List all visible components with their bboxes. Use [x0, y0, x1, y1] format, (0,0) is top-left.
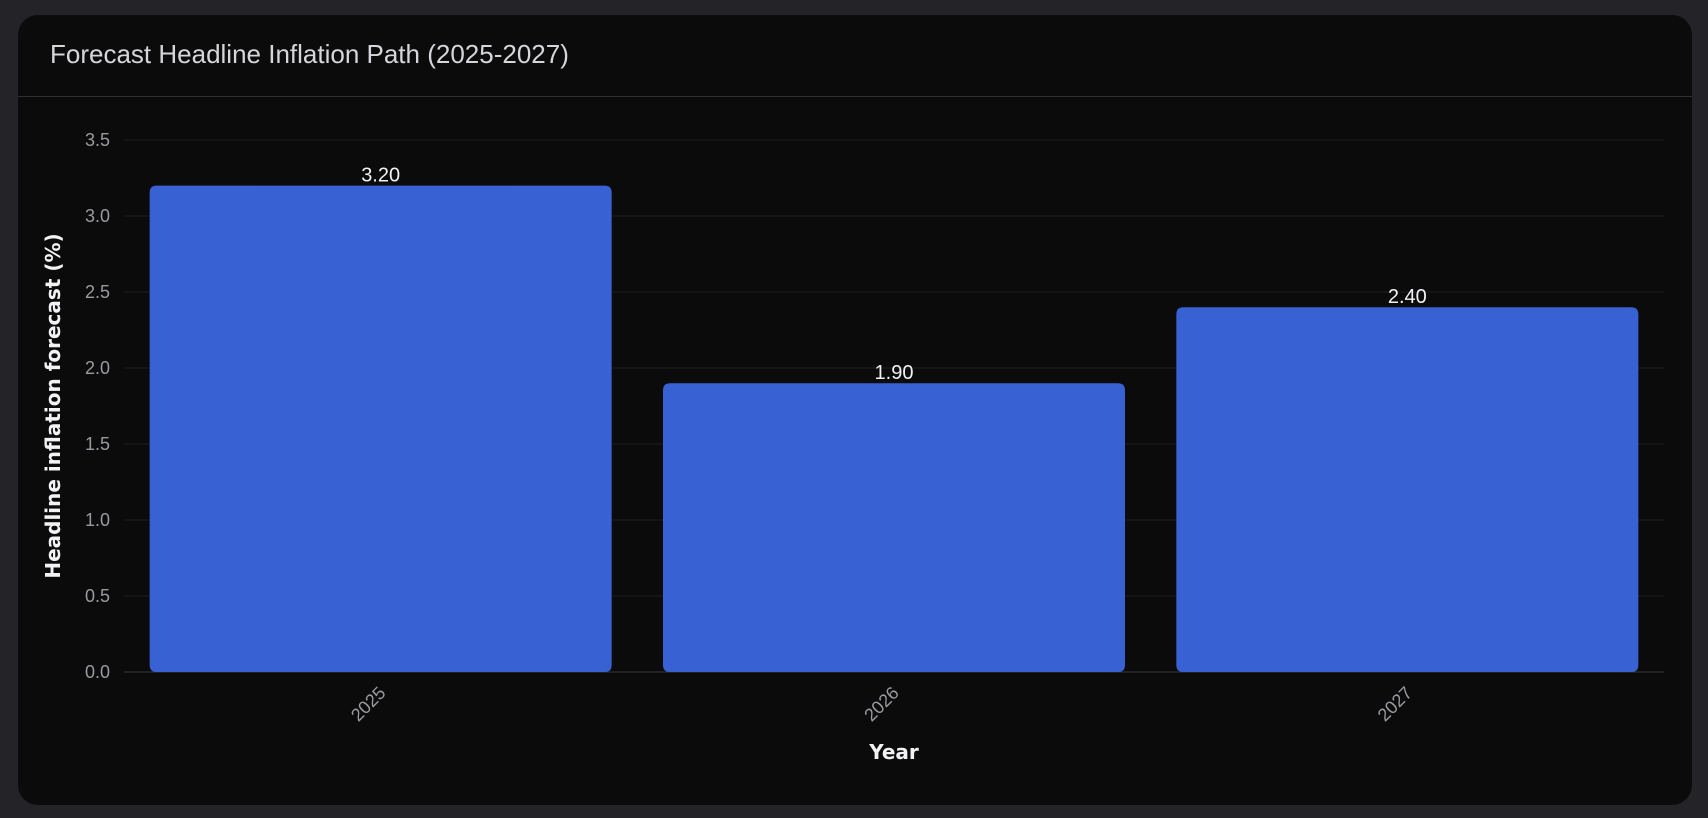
bar-2026[interactable]	[663, 383, 1125, 672]
x-tick-label-2026: 2026	[860, 683, 902, 725]
y-tick-label: 3.5	[85, 130, 110, 150]
bar-chart: 0.0 0.5 1.0 1.5 2.0 2.5 3.0 3.5 3.20 1.90 2.40 20…	[41, 130, 1664, 764]
y-tick-label: 2.5	[85, 282, 110, 302]
y-axis-ticks: 0.0 0.5 1.0 1.5 2.0 2.5 3.0 3.5	[85, 130, 110, 682]
value-label-2027: 2.40	[1388, 286, 1427, 308]
bar-2025[interactable]	[149, 185, 612, 672]
bars	[149, 185, 1639, 672]
y-tick-label: 1.0	[85, 510, 110, 530]
y-tick-label: 1.5	[85, 434, 110, 454]
value-labels: 3.20 1.90 2.40	[361, 165, 1427, 385]
chart-card: Forecast Headline Inflation Path (2025-2…	[18, 15, 1692, 805]
y-tick-label: 2.0	[85, 358, 110, 378]
x-tick-label-2027: 2027	[1374, 683, 1416, 725]
y-tick-label: 0.5	[85, 586, 110, 606]
value-label-2026: 1.90	[875, 362, 914, 384]
chart-title: Forecast Headline Inflation Path (2025-2…	[50, 39, 569, 69]
card-header: Forecast Headline Inflation Path (2025-2…	[18, 15, 1692, 97]
value-label-2025: 3.20	[361, 165, 400, 187]
y-tick-label: 0.0	[85, 662, 110, 682]
bar-2027[interactable]	[1176, 307, 1639, 672]
y-axis-title: Headline inflation forecast (%)	[41, 233, 65, 578]
x-axis-title: Year	[868, 740, 919, 764]
x-tick-label-2025: 2025	[347, 683, 389, 725]
y-tick-label: 3.0	[85, 206, 110, 226]
x-axis-ticks: 2025 2026 2027	[347, 683, 1416, 725]
